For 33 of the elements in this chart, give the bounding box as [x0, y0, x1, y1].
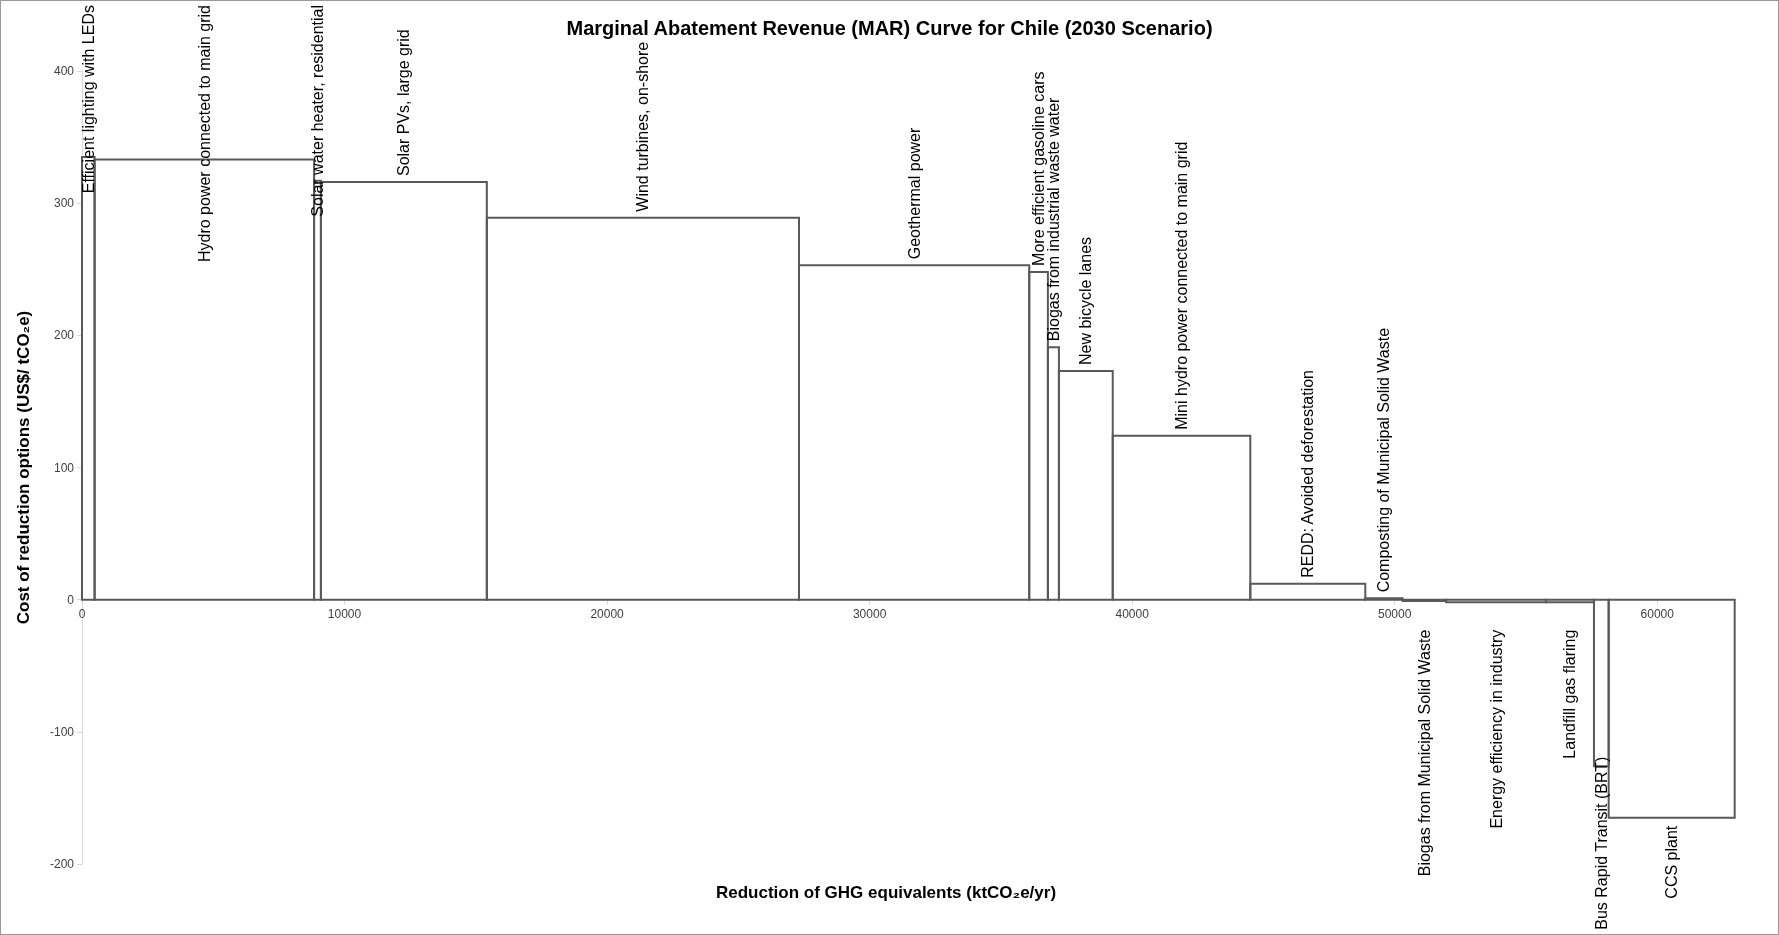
y-tick-label: 400	[53, 64, 75, 78]
y-tick-label: -100	[49, 724, 75, 739]
x-tick-label: 0	[78, 606, 86, 621]
annotation: Wind turbines, on-shore	[634, 41, 652, 212]
chart-title: Marginal Abatement Revenue (MAR) Curve for Chile (2030 Scenario)	[566, 17, 1213, 39]
y-tick-label: -200	[49, 857, 75, 871]
x-tick-label: 40000	[1115, 606, 1150, 621]
y-tick-label: 100	[53, 460, 75, 475]
x-tick-label: 50000	[1378, 606, 1412, 621]
annotation: Bus Rapid Transit (BRT)	[1592, 756, 1610, 930]
annotation: CCS plant	[1663, 825, 1681, 899]
annotation: Landfill gas flaring	[1561, 629, 1579, 759]
y-tick-label: 0	[67, 592, 75, 607]
x-tick-label: 10000	[327, 606, 362, 621]
annotation: More efficient gasoline cars	[1030, 71, 1048, 266]
y-axis-title: Cost of reduction options (US$/ tCO₂e)	[14, 310, 33, 625]
annotation: Solar water heater, residential	[309, 5, 326, 217]
x-tick-label: 20000	[590, 606, 625, 621]
x-tick-label: 30000	[852, 606, 887, 621]
x-axis-title: Reduction of GHG equivalents (ktCO₂e/yr)	[716, 883, 1057, 902]
annotation: New bicycle lanes	[1077, 236, 1095, 366]
y-tick-label: 300	[53, 196, 75, 211]
annotation: REDD: Avoided deforestation	[1299, 369, 1317, 578]
annotation: Biogas from Municipal Solid Waste	[1415, 629, 1433, 877]
y-tick-label: 200	[53, 328, 75, 343]
annotation: Geothermal power	[905, 127, 923, 260]
annotation: Energy efficiency in industry	[1487, 629, 1505, 829]
annotation: Solar PVs, large grid	[395, 29, 413, 177]
x-tick-label: 60000	[1640, 606, 1675, 621]
annotation: Hydro power connected to main grid	[195, 4, 213, 263]
annotation: Efficient lighting with LEDs	[79, 4, 97, 194]
annotation: Mini hydro power connected to main grid	[1173, 141, 1191, 430]
annotation: Composting of Municipal Solid Waste	[1375, 327, 1393, 593]
